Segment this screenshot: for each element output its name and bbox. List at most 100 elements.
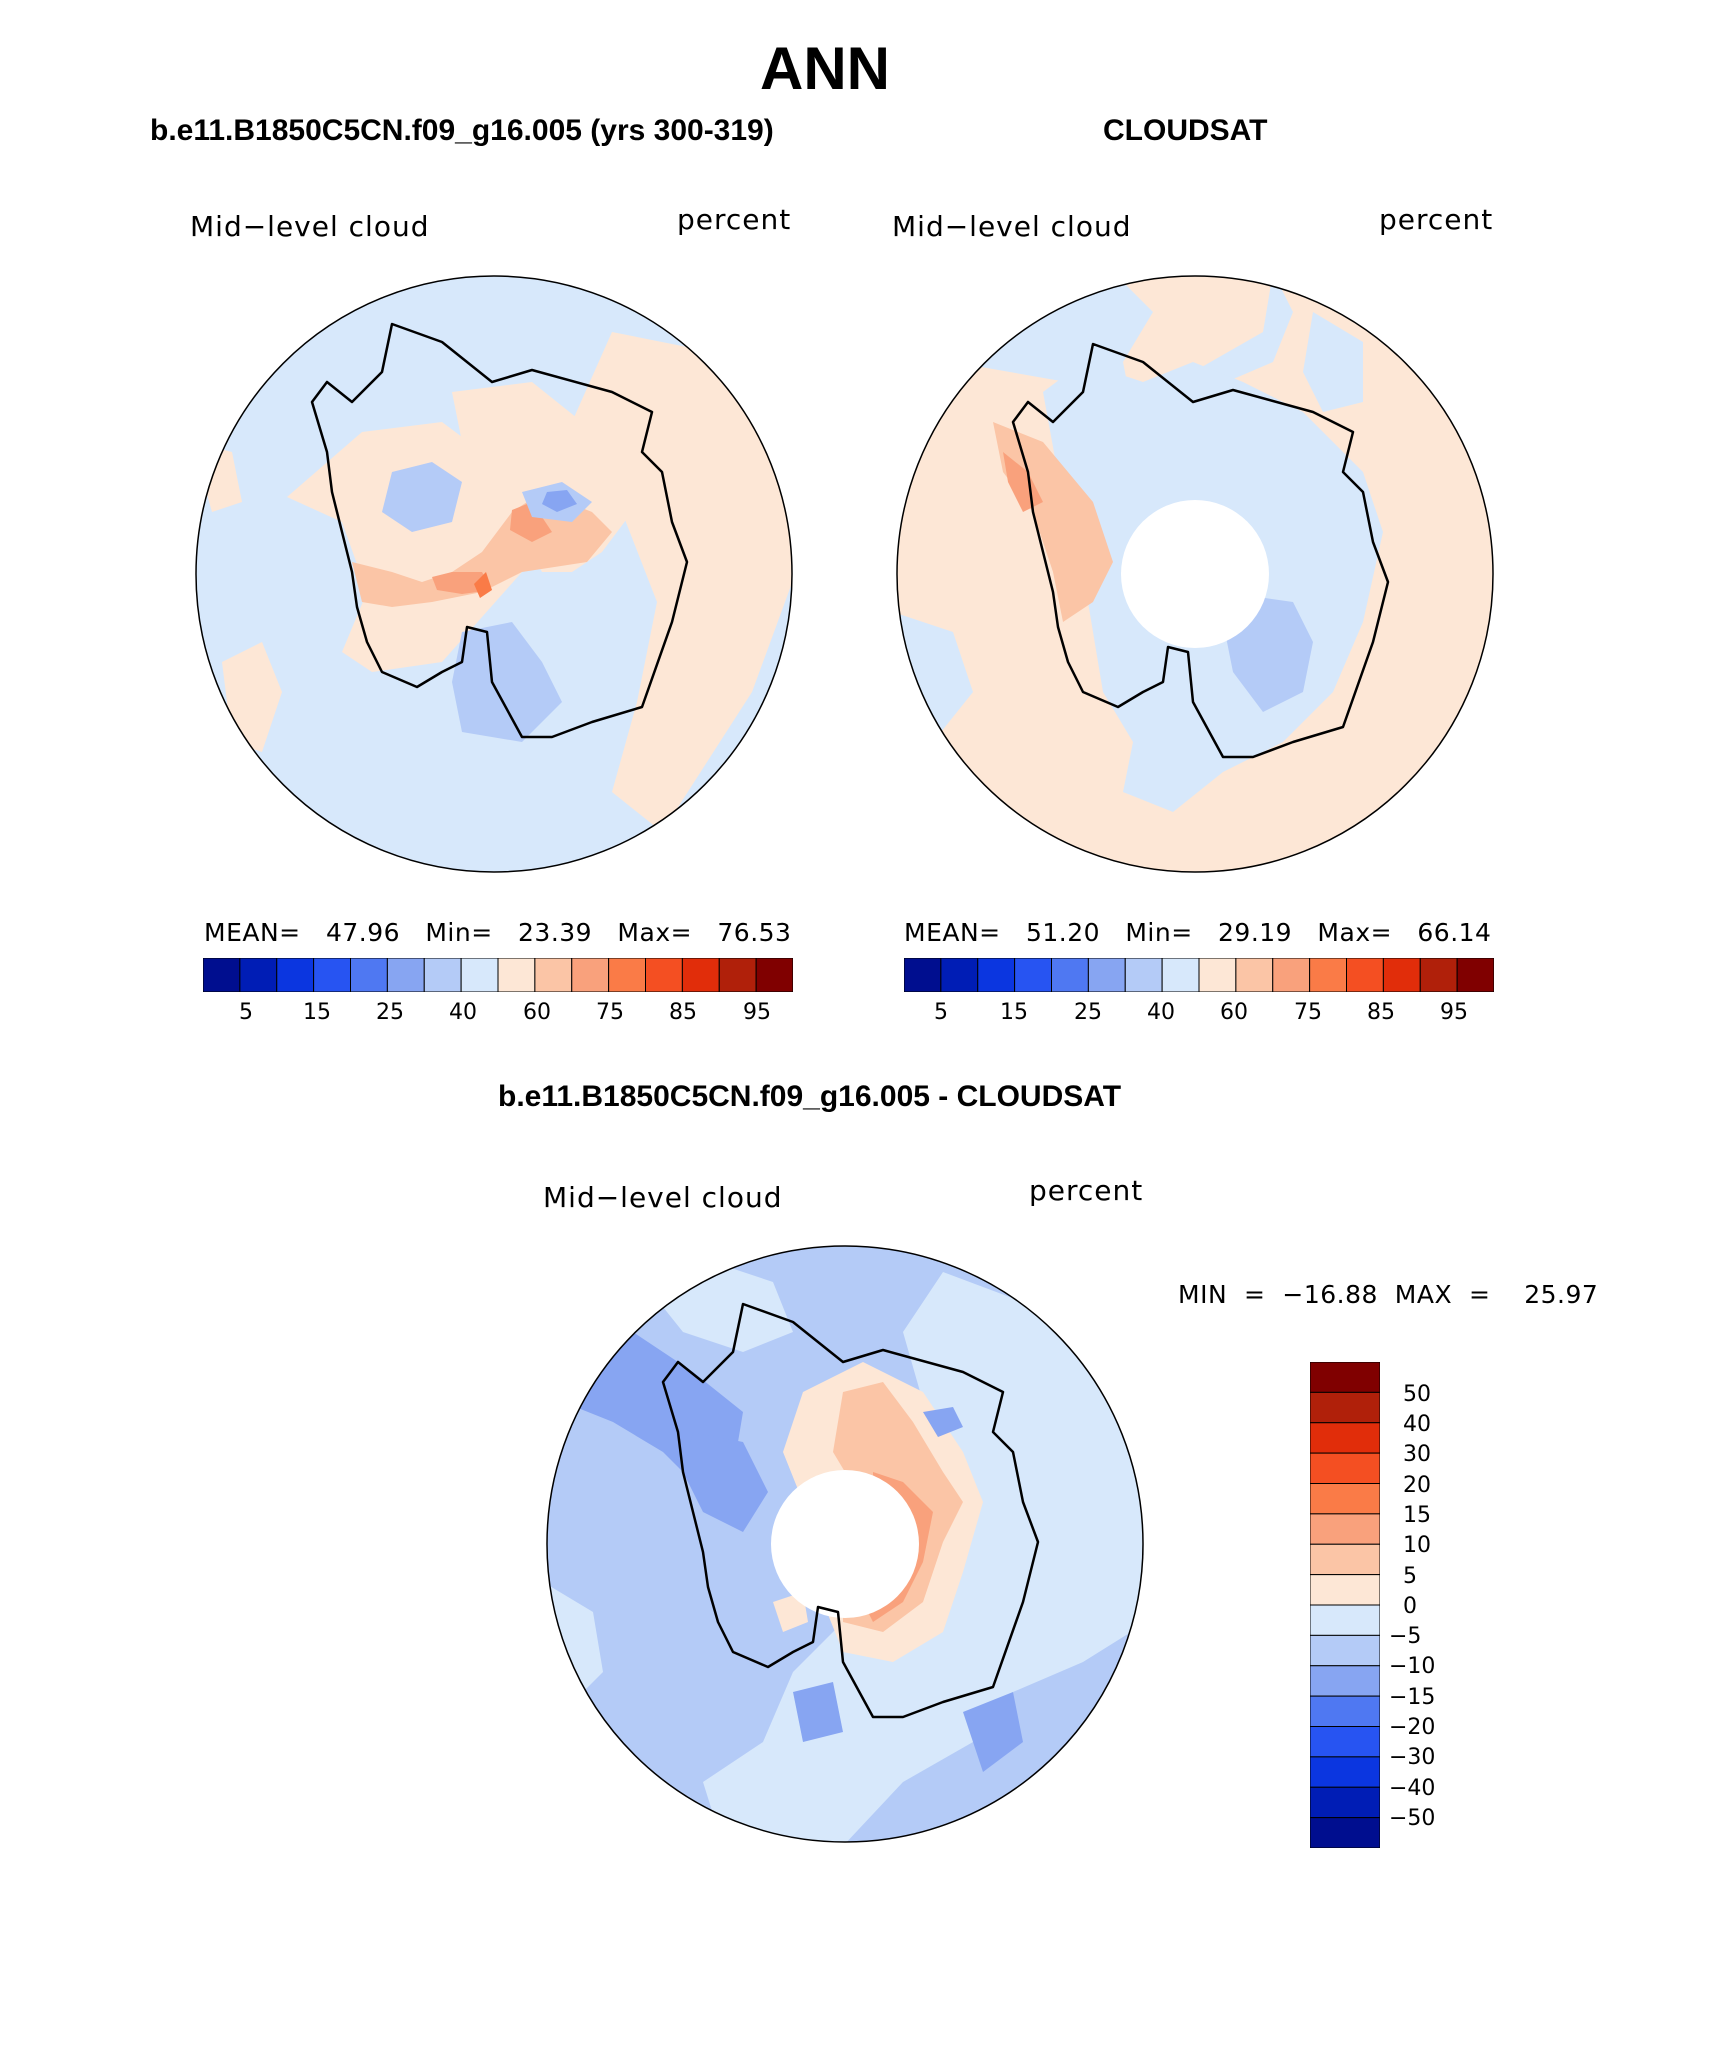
colorbar-cell — [1235, 958, 1274, 992]
colorbar-cell — [718, 958, 757, 992]
colorbar-tick-label: 40 — [1147, 1000, 1175, 1025]
panel-1-stats: MEAN= 47.96 Min= 23.39 Max= 76.53 — [204, 918, 792, 947]
colorbar-cell — [755, 958, 793, 992]
colorbar-tick-label: 10 — [1403, 1533, 1431, 1558]
colorbar-tick-label: 40 — [449, 1000, 477, 1025]
colorbar-cell — [608, 958, 646, 992]
panel-2-polar-map — [896, 275, 1494, 873]
colorbar-tick-label: 20 — [1403, 1473, 1431, 1498]
panel-2-units-label: percent — [1379, 203, 1494, 236]
panel-3-colorbar-ticks: 50 40 30 20 15 10 5 0 −5 −10 −15 −20 −30… — [1388, 1362, 1478, 1848]
colorbar-cell — [1014, 958, 1052, 992]
colorbar-cell — [1310, 1726, 1380, 1758]
colorbar-tick-label: 50 — [1403, 1382, 1431, 1407]
colorbar-cell — [203, 958, 241, 992]
panel-3-title: b.e11.B1850C5CN.f09_g16.005 - CLOUDSAT — [498, 1080, 1122, 1113]
colorbar-cell — [1382, 958, 1421, 992]
colorbar-cell — [313, 958, 351, 992]
panel-1-title: b.e11.B1850C5CN.f09_g16.005 (yrs 300-319… — [150, 114, 774, 147]
panel-3-polar-map — [546, 1245, 1144, 1843]
panel-2-title: CLOUDSAT — [1103, 114, 1268, 147]
colorbar-cell — [1124, 958, 1163, 992]
colorbar-cell — [239, 958, 278, 992]
colorbar-tick-label: 75 — [596, 1000, 624, 1025]
panel-3-colorbar — [1310, 1362, 1380, 1848]
colorbar-cell — [977, 958, 1016, 992]
colorbar-cell — [645, 958, 683, 992]
colorbar-cell — [1161, 958, 1200, 992]
colorbar-tick-label: 85 — [1367, 1000, 1395, 1025]
colorbar-cell — [1310, 1756, 1380, 1788]
colorbar-tick-label: −50 — [1389, 1806, 1436, 1831]
colorbar-cell — [904, 958, 942, 992]
colorbar-tick-label: 5 — [1403, 1564, 1417, 1589]
panel-2-variable-label: Mid−level cloud — [892, 210, 1132, 243]
panel-2-antarctica-coastline — [1011, 342, 1390, 759]
colorbar-cell — [1087, 958, 1126, 992]
colorbar-tick-label: 15 — [1000, 1000, 1028, 1025]
panel-3-map-border — [546, 1245, 1144, 1843]
panel-1-variable-label: Mid−level cloud — [190, 210, 430, 243]
panel-1-map-border — [195, 275, 793, 873]
colorbar-cell — [386, 958, 425, 992]
colorbar-cell — [1310, 1574, 1380, 1606]
colorbar-cell — [350, 958, 388, 992]
colorbar-tick-label: 60 — [523, 1000, 551, 1025]
panel-3-stats: MIN = −16.88 MAX = 25.97 — [1178, 1280, 1599, 1309]
colorbar-tick-label: 40 — [1403, 1412, 1431, 1437]
colorbar-tick-label: 75 — [1294, 1000, 1322, 1025]
colorbar-cell — [940, 958, 979, 992]
panel-2-colorbar — [904, 958, 1494, 992]
colorbar-cell — [1309, 958, 1347, 992]
colorbar-tick-label: 25 — [1074, 1000, 1102, 1025]
colorbar-tick-label: 15 — [1403, 1503, 1431, 1528]
panel-1-colorbar — [203, 958, 793, 992]
panel-1-units-label: percent — [677, 203, 792, 236]
colorbar-tick-label: 25 — [376, 1000, 404, 1025]
colorbar-cell — [1419, 958, 1458, 992]
colorbar-tick-label: 5 — [934, 1000, 948, 1025]
panel-1-colorbar-ticks: 5 15 25 40 60 75 85 95 — [239, 1000, 771, 1025]
panel-2-missing-pole-region — [1121, 500, 1269, 648]
colorbar-tick-label: 0 — [1403, 1594, 1417, 1619]
colorbar-tick-label: 95 — [743, 1000, 771, 1025]
colorbar-cell — [460, 958, 499, 992]
colorbar-cell — [1310, 1391, 1380, 1424]
panel-1-warm-region — [572, 332, 792, 832]
panel-1-polar-map — [195, 275, 793, 873]
colorbar-tick-label: −40 — [1389, 1776, 1436, 1801]
panel-2-stats: MEAN= 51.20 Min= 29.19 Max= 66.14 — [904, 918, 1492, 947]
colorbar-tick-label: 85 — [669, 1000, 697, 1025]
colorbar-cell — [1310, 1604, 1380, 1636]
colorbar-cell — [497, 958, 536, 992]
colorbar-cell — [1310, 1483, 1380, 1515]
colorbar-cell — [1310, 1362, 1380, 1393]
panel-2-map-border — [896, 275, 1494, 873]
colorbar-cell — [276, 958, 315, 992]
colorbar-cell — [1198, 958, 1237, 992]
colorbar-tick-label: 95 — [1440, 1000, 1468, 1025]
colorbar-cell — [1310, 1817, 1380, 1848]
colorbar-tick-label: −5 — [1389, 1624, 1422, 1649]
panel-3-variable-label: Mid−level cloud — [543, 1181, 783, 1214]
colorbar-cell — [571, 958, 610, 992]
colorbar-tick-label: −15 — [1389, 1685, 1436, 1710]
panel-3-units-label: percent — [1029, 1174, 1144, 1207]
colorbar-cell — [681, 958, 720, 992]
panel-1-antarctica-coastline — [310, 322, 689, 739]
colorbar-cell — [1310, 1543, 1380, 1576]
colorbar-tick-label: 30 — [1403, 1442, 1431, 1467]
panel-2-colorbar-ticks: 5 15 25 40 60 75 85 95 — [904, 1000, 1494, 1030]
colorbar-tick-label: −30 — [1389, 1745, 1436, 1770]
colorbar-tick-label: −10 — [1389, 1654, 1436, 1679]
colorbar-cell — [1310, 1422, 1380, 1454]
colorbar-cell — [1310, 1513, 1380, 1545]
colorbar-tick-label: 15 — [303, 1000, 331, 1025]
panel-3-missing-pole-region — [771, 1470, 919, 1618]
colorbar-cell — [534, 958, 573, 992]
colorbar-tick-label: 60 — [1220, 1000, 1248, 1025]
colorbar-cell — [1310, 1452, 1380, 1484]
colorbar-cell — [1456, 958, 1494, 992]
colorbar-cell — [1310, 1665, 1380, 1697]
colorbar-cell — [1310, 1695, 1380, 1727]
